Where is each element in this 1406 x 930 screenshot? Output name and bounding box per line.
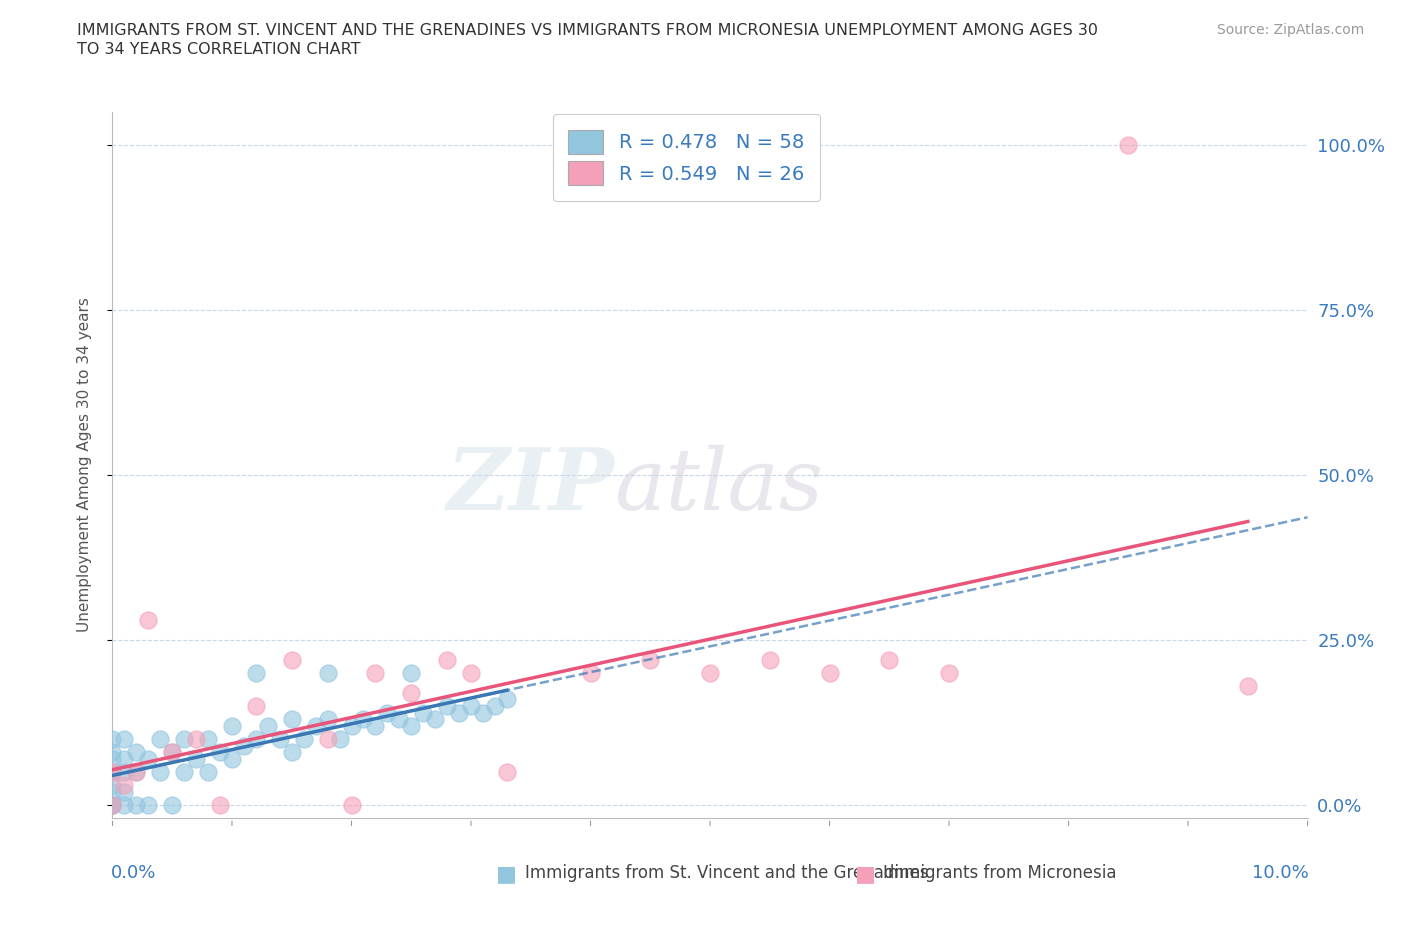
Point <box>233 738 256 753</box>
Point <box>353 711 375 726</box>
Point <box>388 711 411 726</box>
Text: TO 34 YEARS CORRELATION CHART: TO 34 YEARS CORRELATION CHART <box>77 42 361 57</box>
Point <box>412 705 434 720</box>
Point <box>138 751 160 766</box>
Point <box>114 764 135 779</box>
Point <box>101 798 124 813</box>
Point <box>377 705 399 720</box>
Point <box>101 798 124 813</box>
Point <box>101 785 124 800</box>
Point <box>114 785 135 800</box>
Point <box>496 764 519 779</box>
Point <box>938 666 960 681</box>
Point <box>162 745 183 760</box>
Point <box>101 798 124 813</box>
Point <box>484 698 506 713</box>
Point <box>197 732 219 747</box>
Point <box>125 764 148 779</box>
Point <box>173 732 195 747</box>
Point <box>125 745 148 760</box>
Point <box>640 653 662 668</box>
Point <box>269 732 291 747</box>
Point <box>1237 679 1260 694</box>
Point <box>281 711 304 726</box>
Point <box>281 745 304 760</box>
Point <box>292 732 315 747</box>
Point <box>209 745 232 760</box>
Text: ■: ■ <box>855 864 876 884</box>
Point <box>138 798 160 813</box>
Point <box>125 764 148 779</box>
Point <box>186 732 208 747</box>
Point <box>316 711 339 726</box>
Text: Immigrants from St. Vincent and the Grenadines: Immigrants from St. Vincent and the Gren… <box>524 864 928 883</box>
Point <box>472 705 495 720</box>
Point <box>364 719 387 734</box>
Point <box>101 764 124 779</box>
Point <box>209 798 232 813</box>
Point <box>460 666 482 681</box>
Point <box>101 745 124 760</box>
Point <box>281 653 304 668</box>
Point <box>436 698 458 713</box>
Point <box>436 653 458 668</box>
Point <box>401 719 423 734</box>
Point <box>221 719 243 734</box>
Point <box>245 732 267 747</box>
Legend: R = 0.478   N = 58, R = 0.549   N = 26: R = 0.478 N = 58, R = 0.549 N = 26 <box>553 114 820 201</box>
Point <box>221 751 243 766</box>
Point <box>149 732 172 747</box>
Point <box>114 732 135 747</box>
Point <box>162 798 183 813</box>
Text: IMMIGRANTS FROM ST. VINCENT AND THE GRENADINES VS IMMIGRANTS FROM MICRONESIA UNE: IMMIGRANTS FROM ST. VINCENT AND THE GREN… <box>77 23 1098 38</box>
Point <box>425 711 447 726</box>
Point <box>759 653 782 668</box>
Point <box>699 666 721 681</box>
Point <box>162 745 183 760</box>
Point <box>101 764 124 779</box>
Point <box>329 732 352 747</box>
Point <box>245 698 267 713</box>
Point <box>114 777 135 792</box>
Point <box>101 732 124 747</box>
Point <box>101 751 124 766</box>
Point <box>197 764 219 779</box>
Point <box>460 698 482 713</box>
Point <box>818 666 841 681</box>
Point <box>245 666 267 681</box>
Point <box>114 798 135 813</box>
Y-axis label: Unemployment Among Ages 30 to 34 years: Unemployment Among Ages 30 to 34 years <box>77 298 91 632</box>
Text: 0.0%: 0.0% <box>111 864 156 883</box>
Point <box>125 798 148 813</box>
Point <box>101 798 124 813</box>
Point <box>496 692 519 707</box>
Point <box>879 653 901 668</box>
Text: Immigrants from Micronesia: Immigrants from Micronesia <box>883 864 1116 883</box>
Point <box>173 764 195 779</box>
Point <box>316 732 339 747</box>
Point <box>364 666 387 681</box>
Point <box>579 666 602 681</box>
Text: ■: ■ <box>496 864 517 884</box>
Text: Source: ZipAtlas.com: Source: ZipAtlas.com <box>1216 23 1364 37</box>
Point <box>340 719 363 734</box>
Point <box>305 719 328 734</box>
Point <box>1118 138 1140 153</box>
Point <box>149 764 172 779</box>
Point <box>316 666 339 681</box>
Point <box>138 613 160 628</box>
Point <box>340 798 363 813</box>
Point <box>449 705 471 720</box>
Point <box>114 751 135 766</box>
Text: ZIP: ZIP <box>447 445 614 528</box>
Text: 10.0%: 10.0% <box>1251 864 1309 883</box>
Point <box>101 777 124 792</box>
Point <box>401 666 423 681</box>
Text: atlas: atlas <box>614 445 824 527</box>
Point <box>401 685 423 700</box>
Point <box>257 719 280 734</box>
Point <box>186 751 208 766</box>
